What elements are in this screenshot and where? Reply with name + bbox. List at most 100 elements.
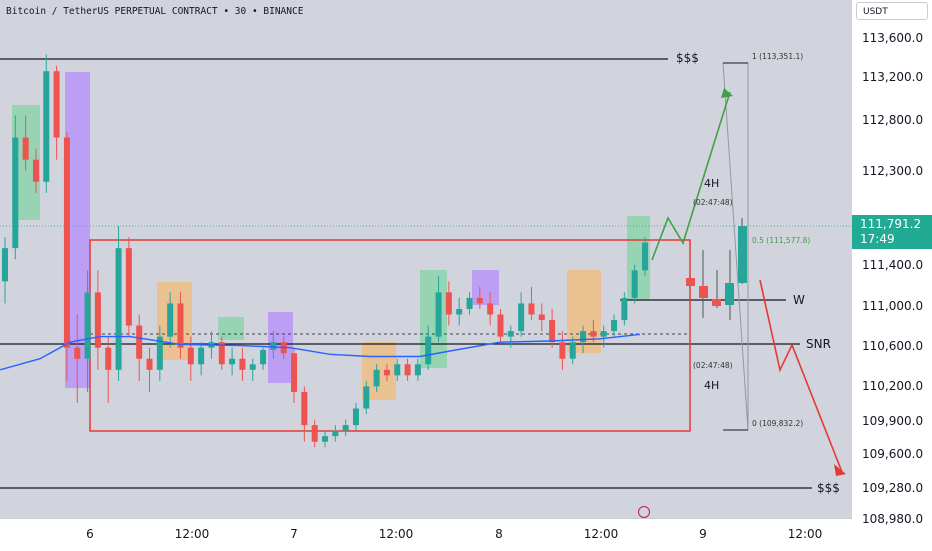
candle-body [249,364,256,370]
bullish-arrow-head [721,88,733,98]
candle-body [518,303,525,332]
candle-body [456,308,463,315]
y-tick-label: 111,400.0 [862,258,924,272]
candle-body [466,297,473,309]
candle-body [260,349,267,365]
moving-average-line [0,333,641,371]
projected-candle-body [725,283,734,305]
candle-body [22,137,29,160]
candle-body [270,342,277,350]
highlight-zone [420,270,447,368]
x-tick-label: 12:00 [583,527,619,541]
replay-icon[interactable] [638,506,650,518]
candle-body [53,71,60,138]
candle-body [311,425,318,442]
x-tick-label: 9 [699,527,707,541]
candle-body [476,297,483,304]
candle-body [322,436,328,442]
x-tick-label: 12:00 [378,527,414,541]
projected-candle-body [699,286,708,298]
last-price-value: 111,791.2 [860,217,922,231]
candle-body [528,303,535,315]
candle-body [94,292,101,348]
candle-body [301,391,308,426]
candle-body [394,364,401,376]
candle-body [167,303,174,337]
candle-body [383,369,390,376]
y-tick-label: 112,800.0 [862,113,924,127]
fib-diagonal [722,62,749,431]
candle-body [580,331,587,343]
timeframe-label-top: 4H [704,177,720,190]
level-label: SNR [806,337,831,351]
candle-body [291,353,298,392]
candle-body [549,320,556,343]
projected-candle-body [738,226,747,283]
candle-body [115,248,122,370]
candle-body [538,314,545,321]
candle-body [373,369,380,387]
y-tick-label: 109,600.0 [862,447,924,461]
candle-body [642,242,648,271]
y-tick-label: 113,200.0 [862,70,924,84]
bar-countdown: 17:49 [860,232,895,246]
candle-body [2,248,8,282]
fib-mid-label: 0.5 (111,577.8) [752,236,811,245]
level-label: $$$ [676,51,699,65]
y-tick-label: 112,300.0 [862,164,924,178]
x-tick-label: 8 [495,527,503,541]
fib-bottom-label: 0 (109,832.2) [752,419,804,428]
candle-body [177,303,184,348]
candle-body [621,297,628,321]
candle-body [497,314,504,337]
candle-body [569,342,576,359]
candle-body [74,347,81,359]
currency-selector[interactable]: USDT [856,2,928,20]
candle-body [43,71,50,182]
candle-body [363,386,370,409]
candle-body [32,159,39,182]
price-chart [0,54,852,489]
candle-body [590,331,597,337]
level-label: W [793,293,805,307]
candle-body [342,425,349,431]
time-axis[interactable] [0,518,852,551]
x-tick-label: 12:00 [174,527,210,541]
candle-body [445,292,452,315]
highlight-zone [218,317,244,340]
timeframe-label-bottom: 4H [704,379,720,392]
candle-body [404,364,411,376]
y-tick-label: 113,600.0 [862,31,924,45]
candle-body [239,358,246,370]
candle-body [187,347,194,365]
candle-body [229,358,236,365]
time-label-top: (02:47:48) [693,198,733,207]
time-label-bottom: (02:47:48) [693,361,733,370]
symbol-title: Bitcoin / TetherUS PERPETUAL CONTRACT • … [6,6,304,17]
y-tick-label: 111,000.0 [862,299,924,313]
candle-body [611,320,618,332]
candle-body [125,248,132,326]
candle-body [559,342,566,359]
candle-body [12,137,19,249]
candle-body [352,408,359,426]
candle-body [435,292,442,337]
candle-body [198,347,205,365]
x-tick-label: 12:00 [787,527,823,541]
candle-body [332,430,339,437]
y-tick-label: 109,900.0 [862,414,924,428]
candle-body [631,270,638,298]
y-tick-label: 108,980.0 [862,512,924,526]
y-tick-label: 110,200.0 [862,379,924,393]
candle-body [136,325,143,359]
y-tick-label: 109,280.0 [862,481,924,495]
candle-body [600,331,607,337]
x-tick-label: 6 [86,527,94,541]
projected-candle-body [686,278,695,286]
projected-candle-body [712,299,721,306]
candle-body [507,331,514,337]
candle-body [425,336,432,365]
price-axis[interactable] [852,0,932,550]
candle-body [84,292,91,359]
